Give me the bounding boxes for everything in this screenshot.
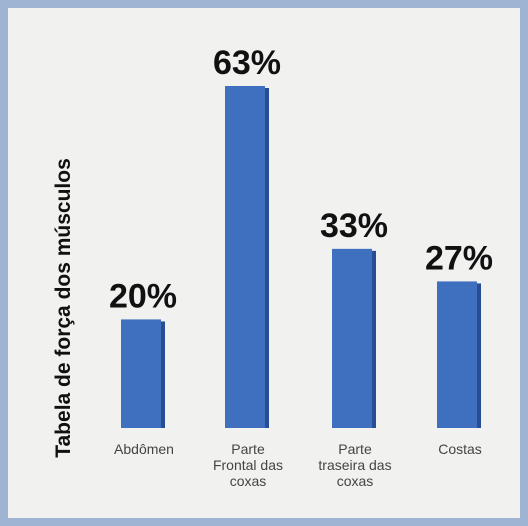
value-label-2: 33% <box>320 207 388 245</box>
bars-group: 20% Abdômen 63% Parte Frontal das coxas 33% Par… <box>109 44 493 489</box>
value-label-3: 27% <box>425 239 493 277</box>
category-label-0: Abdômen <box>114 441 174 457</box>
bar-chart: Tabela de força dos músculos 20% Abdômen 6… <box>52 44 493 489</box>
category-label-2: Parte traseira das coxas <box>318 441 391 489</box>
category-label-3: Costas <box>438 441 482 457</box>
value-label-0: 20% <box>109 277 177 315</box>
y-axis-label: Tabela de força dos músculos <box>52 158 75 458</box>
value-label-1: 63% <box>213 44 281 82</box>
bar-0 <box>121 319 161 428</box>
category-label-1: Parte Frontal das coxas <box>213 441 283 489</box>
bar-1 <box>225 86 265 428</box>
bar-3 <box>437 281 477 428</box>
bar-2 <box>332 248 372 428</box>
